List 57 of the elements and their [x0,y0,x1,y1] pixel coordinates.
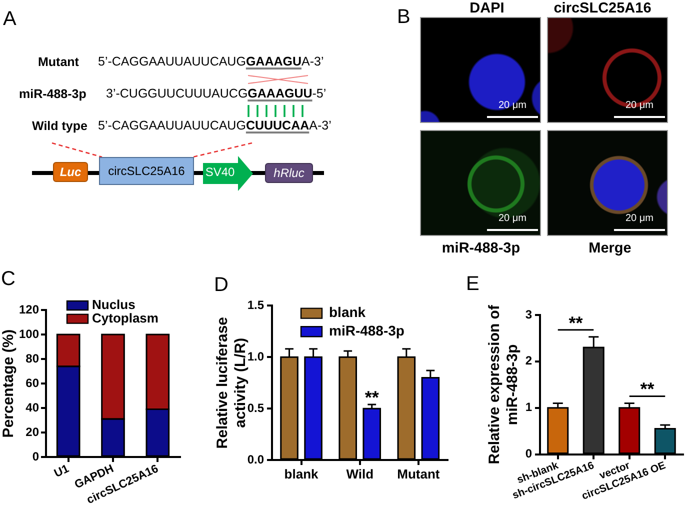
text: hRluc [274,166,304,180]
y-tick-label: 120 [18,302,40,316]
y-tick-label: 80 [26,351,40,366]
annotation: ** [640,379,654,400]
text: DAPI [470,0,504,18]
text: A [3,8,16,30]
text: 20 μm [498,100,526,112]
y-tick-label: 1 [525,400,532,414]
text: A-3’ [302,54,324,70]
text: miR-488-3p [19,87,86,101]
text: SV40 [205,165,235,179]
legend-label: Cytoplasm [92,310,158,326]
text: CUUUCAA [246,118,310,134]
legend-label: blank [329,304,366,320]
text: GAAAGUU [248,86,312,102]
text: circSLC25A16 [108,164,185,178]
text: A-3’ [309,118,332,134]
y-tick-label: 2 [525,354,532,368]
chart-title: D [214,274,228,296]
y-axis-title: Percentage (%) [0,329,18,438]
y-tick-label: 0.0 [247,452,264,466]
text: 3’-CUGGUUCUUUAUCG [106,86,248,102]
text: circSLC25A16 [554,0,652,18]
y-tick-label: 0 [525,446,532,461]
y-tick-label: 60 [26,376,40,390]
y-axis-title: Relative expression of miR-488-3p [486,304,522,464]
text: -5’ [312,86,326,102]
text: Wild type [32,119,88,133]
text: 5’-CAGGAAUUAUUCAUG [98,54,246,70]
y-tick-label: 0.5 [247,400,264,415]
annotation: ** [364,387,379,408]
legend-label: Nuclus [92,297,136,312]
y-axis-title: Relative luciferase activity (L/R) [214,316,250,449]
y-tick-label: 1.0 [247,349,264,364]
y-tick-label: 3 [525,307,532,322]
annotation: ** [568,312,583,333]
x-tick-label: Mutant [397,466,440,482]
x-tick-label: Wild [346,466,374,482]
text: Mutant [38,55,79,69]
text: 20 μm [498,213,526,225]
text: Merge [588,240,632,258]
x-tick-label: blank [284,466,320,482]
y-tick-label: 1.5 [247,298,264,312]
y-tick-label: 40 [26,400,40,414]
x-tick-label: U1 [52,462,72,480]
text: 5’-CAGGAAUUAUUCAUG [98,118,246,134]
text: B [397,6,410,28]
y-tick-label: 20 [26,424,40,439]
chart-title: C [1,268,16,290]
text: Luc [60,165,82,179]
y-tick-label: 100 [18,326,40,341]
chart-title: E [466,273,480,296]
legend-label: miR-488-3p [329,322,404,338]
text: GAAAGU [246,54,302,70]
text: miR-488-3p [442,240,520,258]
text: 20 μm [626,213,654,225]
y-tick-label: 0 [32,449,40,464]
